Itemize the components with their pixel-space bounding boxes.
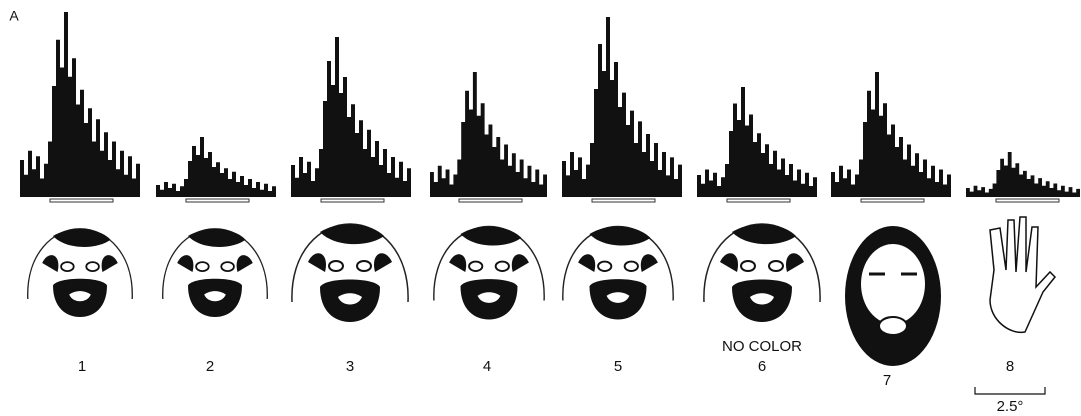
stimulus-label: 7 xyxy=(883,372,891,389)
stimulus-label: 4 xyxy=(483,358,491,375)
histograms xyxy=(20,11,1080,198)
scale-bar-label: 2.5° xyxy=(997,398,1024,415)
stimulus-bars xyxy=(49,198,1060,203)
stimulus-label: 1 xyxy=(78,358,86,375)
scale-bar xyxy=(974,387,1046,395)
histogram xyxy=(966,152,1080,197)
stimulus-label: 8 xyxy=(1006,358,1014,375)
stimulus-images xyxy=(26,216,1057,366)
histogram xyxy=(156,137,276,197)
histogram xyxy=(831,72,951,197)
histogram xyxy=(430,72,547,197)
histogram xyxy=(20,11,140,197)
stimulus-label: 6 xyxy=(758,358,766,375)
stimulus-labels: 1 2 3 4 5 NO COLOR 6 7 8 xyxy=(78,338,1014,389)
stimulus-note: NO COLOR xyxy=(722,338,802,355)
histogram xyxy=(562,17,682,198)
stimulus-label: 5 xyxy=(614,358,622,375)
histogram xyxy=(291,36,411,197)
stimulus-label: 3 xyxy=(346,358,354,375)
panel-label: A xyxy=(9,8,19,24)
stimulus-label: 2 xyxy=(206,358,214,375)
histogram xyxy=(697,87,817,197)
